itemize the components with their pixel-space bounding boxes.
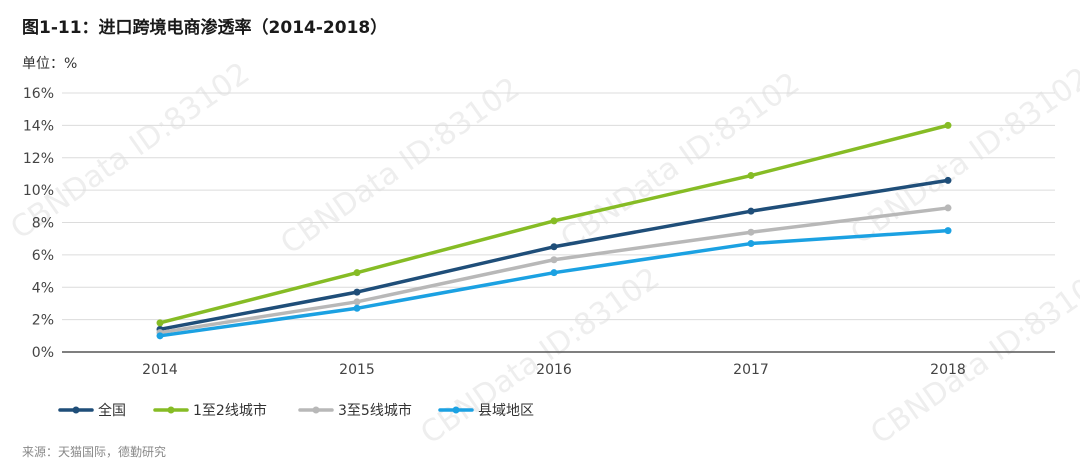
data-point xyxy=(353,304,361,312)
x-tick-label: 2015 xyxy=(339,362,375,378)
series-县域地区 xyxy=(156,227,952,340)
legend-label: 1至2线城市 xyxy=(193,402,267,419)
x-axis-ticks: 2014 2015 2016 2017 2018 xyxy=(142,362,966,378)
watermark-text: CBNData ID:83102 xyxy=(275,71,527,262)
watermark-text: CBNData ID:83102 xyxy=(865,261,1080,452)
x-tick-label: 2018 xyxy=(930,362,966,378)
y-tick-label: 10% xyxy=(23,183,54,199)
legend-item: 全国 xyxy=(58,402,126,419)
data-point xyxy=(550,217,558,225)
series-全国 xyxy=(156,176,952,333)
y-tick-label: 6% xyxy=(32,248,54,264)
data-point xyxy=(353,288,361,296)
legend-label: 县域地区 xyxy=(478,403,534,419)
watermark-text: CBNData ID:83102 xyxy=(555,66,807,257)
data-point xyxy=(156,332,164,340)
data-point xyxy=(156,319,164,327)
y-tick-label: 2% xyxy=(32,313,54,329)
series-1至2线城市 xyxy=(156,121,952,327)
source-note: 来源：天猫国际，德勤研究 xyxy=(22,444,166,459)
unit-label: 单位：% xyxy=(22,56,77,72)
data-point xyxy=(353,298,361,306)
legend-item: 3至5线城市 xyxy=(298,402,412,419)
data-point xyxy=(550,243,558,251)
data-point xyxy=(747,172,755,180)
legend-marker xyxy=(452,406,460,414)
x-tick-label: 2014 xyxy=(142,362,178,378)
y-tick-label: 4% xyxy=(32,280,54,296)
data-point xyxy=(747,228,755,236)
data-point xyxy=(550,256,558,264)
chart-title: 图1-11：进口跨境电商渗透率（2014-2018） xyxy=(22,17,387,38)
data-point xyxy=(550,269,558,277)
legend-marker xyxy=(167,406,175,414)
legend-item: 县域地区 xyxy=(438,403,534,419)
y-axis-ticks: 0% 2% 4% 6% 8% 10% 12% 14% 16% xyxy=(23,86,54,361)
y-tick-label: 14% xyxy=(23,118,54,134)
legend-label: 3至5线城市 xyxy=(338,402,412,419)
series-layer xyxy=(156,121,952,340)
y-tick-label: 0% xyxy=(32,345,54,361)
data-point xyxy=(747,240,755,248)
legend-label: 全国 xyxy=(98,402,126,419)
data-point xyxy=(944,121,952,129)
legend-marker xyxy=(312,406,320,414)
x-tick-label: 2016 xyxy=(536,362,572,378)
y-tick-label: 16% xyxy=(23,86,54,102)
y-tick-label: 12% xyxy=(23,151,54,167)
data-point xyxy=(944,227,952,235)
watermark-layer: CBNData ID:83102 CBNData ID:83102 CBNData … xyxy=(5,56,1080,452)
y-tick-label: 8% xyxy=(32,216,54,232)
data-point xyxy=(747,207,755,215)
x-tick-label: 2017 xyxy=(733,362,769,378)
legend-item: 1至2线城市 xyxy=(153,402,267,419)
legend: 全国 1至2线城市 3至5线城市 县域地区 xyxy=(58,402,534,419)
data-point xyxy=(944,204,952,212)
data-point xyxy=(944,176,952,184)
legend-marker xyxy=(72,406,80,414)
data-point xyxy=(353,269,361,277)
